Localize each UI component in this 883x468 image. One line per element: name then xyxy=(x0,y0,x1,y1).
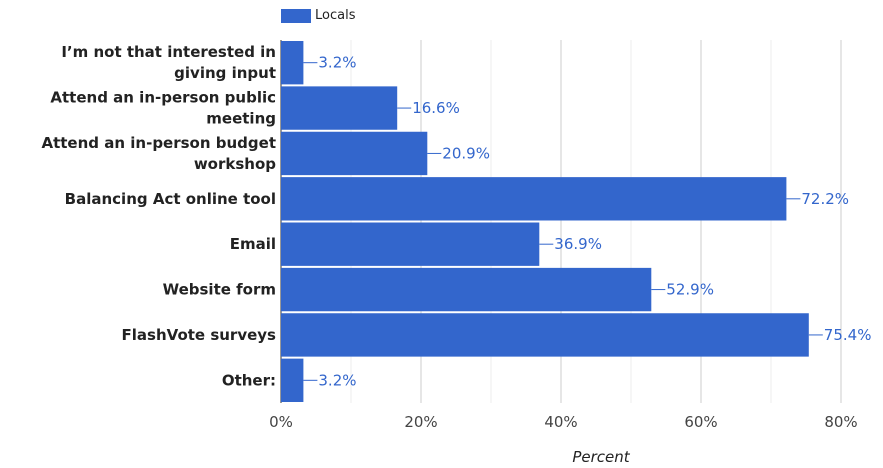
bar xyxy=(281,41,304,85)
x-axis-title: Percent xyxy=(572,448,630,466)
x-tick-label: 20% xyxy=(404,413,437,431)
category-label: meeting xyxy=(206,110,276,128)
legend-label: Locals xyxy=(315,8,356,23)
data-label: 3.2% xyxy=(318,371,356,389)
legend-swatch xyxy=(281,8,311,23)
bar xyxy=(281,358,304,402)
category-label: FlashVote surveys xyxy=(122,326,277,344)
bar xyxy=(281,313,809,357)
bar xyxy=(281,267,652,312)
x-tick-label: 40% xyxy=(544,413,577,431)
category-label: Balancing Act online tool xyxy=(65,190,276,208)
bar xyxy=(281,131,428,176)
category-label: Attend an in-person public xyxy=(50,89,276,107)
category-label: Website form xyxy=(163,281,276,299)
category-label: Other: xyxy=(222,371,276,389)
data-label: 36.9% xyxy=(554,235,602,253)
bar xyxy=(281,222,540,266)
category-label: Attend an in-person budget xyxy=(41,134,276,152)
data-label: 20.9% xyxy=(442,144,490,162)
x-tick-label: 0% xyxy=(269,413,293,431)
category-label: Email xyxy=(230,235,276,253)
category-label: giving input xyxy=(174,64,276,82)
x-tick-label: 60% xyxy=(684,413,717,431)
category-label: I’m not that interested in xyxy=(61,43,276,61)
category-label: workshop xyxy=(194,155,276,173)
data-label: 52.9% xyxy=(666,281,714,299)
bar xyxy=(281,177,787,221)
data-label: 16.6% xyxy=(412,99,460,117)
x-tick-label: 80% xyxy=(824,413,857,431)
legend: Locals xyxy=(281,8,355,23)
data-label: 72.2% xyxy=(801,190,849,208)
bar xyxy=(281,86,398,130)
data-label: 3.2% xyxy=(318,54,356,72)
data-label: 75.4% xyxy=(824,326,872,344)
